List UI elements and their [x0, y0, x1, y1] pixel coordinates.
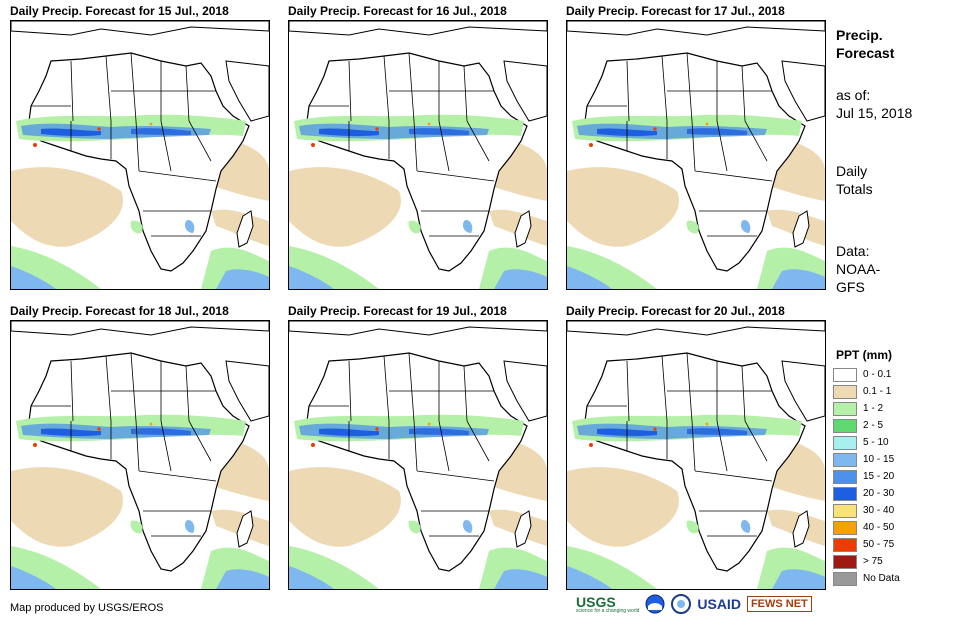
- legend-swatch: [833, 367, 857, 382]
- fewsnet-logo: FEWS NET: [746, 596, 812, 612]
- legend-swatch: [833, 418, 857, 433]
- usgs-logo: USGS science for a changing world: [576, 595, 639, 614]
- legend-swatch: [833, 520, 857, 535]
- precip-map: [288, 20, 548, 290]
- totals-line: Daily: [836, 163, 868, 179]
- legend-label: 10 - 15: [863, 454, 895, 465]
- legend: 0 - 0.1 0.1 - 1 1 - 2 2 - 5 5 - 10 10 - 15 15 …: [833, 366, 900, 587]
- panel-title: Daily Precip. Forecast for 18 Jul., 2018: [10, 304, 229, 318]
- legend-label: 2 - 5: [863, 420, 884, 431]
- legend-swatch: [833, 554, 857, 569]
- heading-line: Precip.: [836, 27, 883, 43]
- data-source-line: Data:: [836, 243, 870, 259]
- legend-item: 40 - 50: [833, 519, 900, 536]
- seal-logo-icon: [671, 594, 692, 614]
- precip-map: [10, 20, 270, 290]
- legend-label: No Data: [863, 573, 900, 584]
- legend-label: 15 - 20: [863, 471, 895, 482]
- as-of-label: as of:: [836, 87, 871, 103]
- legend-item: 10 - 15: [833, 451, 900, 468]
- legend-swatch: [833, 384, 857, 399]
- legend-item: No Data: [833, 570, 900, 587]
- precip-map: [566, 320, 826, 590]
- legend-swatch: [833, 435, 857, 450]
- data-source-line: GFS: [836, 279, 865, 295]
- as-of-date: Jul 15, 2018: [836, 105, 913, 121]
- as-of-block: as of: Jul 15, 2018: [836, 86, 912, 122]
- precip-map: [288, 320, 548, 590]
- panel-title: Daily Precip. Forecast for 15 Jul., 2018: [10, 4, 229, 18]
- credit-text: Map produced by USGS/EROS: [10, 602, 164, 614]
- legend-swatch: [833, 452, 857, 467]
- legend-item: 0 - 0.1: [833, 366, 900, 383]
- noaa-logo-icon: [645, 594, 665, 614]
- legend-label: 0 - 0.1: [863, 369, 892, 380]
- legend-swatch: [833, 486, 857, 501]
- data-source-line: NOAA-: [836, 261, 881, 277]
- forecast-panel-jul16: Daily Precip. Forecast for 16 Jul., 2018: [288, 4, 548, 290]
- usaid-logo: USAID: [697, 596, 741, 612]
- panel-title: Daily Precip. Forecast for 17 Jul., 2018: [566, 4, 785, 18]
- legend-item: > 75: [833, 553, 900, 570]
- panel-title: Daily Precip. Forecast for 19 Jul., 2018: [288, 304, 507, 318]
- heading-line: Forecast: [836, 45, 895, 61]
- legend-item: 0.1 - 1: [833, 383, 900, 400]
- legend-label: 1 - 2: [863, 403, 884, 414]
- legend-swatch: [833, 469, 857, 484]
- totals-block: Daily Totals: [836, 162, 873, 198]
- usgs-tagline: science for a changing world: [576, 607, 640, 614]
- legend-label: 50 - 75: [863, 539, 895, 550]
- totals-line: Totals: [836, 181, 873, 197]
- forecast-panel-jul20: Daily Precip. Forecast for 20 Jul., 2018: [566, 304, 826, 590]
- legend-label: 20 - 30: [863, 488, 895, 499]
- legend-swatch: [833, 503, 857, 518]
- side-heading: Precip. Forecast: [836, 26, 894, 62]
- forecast-panel-jul19: Daily Precip. Forecast for 19 Jul., 2018: [288, 304, 548, 590]
- legend-label: > 75: [863, 556, 883, 567]
- legend-label: 30 - 40: [863, 505, 895, 516]
- legend-swatch: [833, 401, 857, 416]
- forecast-panel-jul17: Daily Precip. Forecast for 17 Jul., 2018: [566, 4, 826, 290]
- legend-label: 5 - 10: [863, 437, 889, 448]
- legend-label: 40 - 50: [863, 522, 895, 533]
- legend-item: 50 - 75: [833, 536, 900, 553]
- forecast-panel-jul15: Daily Precip. Forecast for 15 Jul., 2018: [10, 4, 270, 290]
- legend-item: 30 - 40: [833, 502, 900, 519]
- legend-swatch: [833, 571, 857, 586]
- forecast-panel-jul18: Daily Precip. Forecast for 18 Jul., 2018: [10, 304, 270, 590]
- legend-swatch: [833, 537, 857, 552]
- legend-item: 20 - 30: [833, 485, 900, 502]
- precip-map: [10, 320, 270, 590]
- legend-item: 5 - 10: [833, 434, 900, 451]
- panel-title: Daily Precip. Forecast for 20 Jul., 2018: [566, 304, 785, 318]
- usgs-logo-text: USGS: [576, 593, 616, 610]
- panel-title: Daily Precip. Forecast for 16 Jul., 2018: [288, 4, 507, 18]
- data-source-block: Data: NOAA- GFS: [836, 242, 880, 296]
- legend-item: 1 - 2: [833, 400, 900, 417]
- legend-item: 2 - 5: [833, 417, 900, 434]
- legend-item: 15 - 20: [833, 468, 900, 485]
- legend-label: 0.1 - 1: [863, 386, 892, 397]
- precip-map: [566, 20, 826, 290]
- legend-title: PPT (mm): [836, 348, 893, 362]
- logo-strip: USGS science for a changing world USAID …: [576, 594, 812, 614]
